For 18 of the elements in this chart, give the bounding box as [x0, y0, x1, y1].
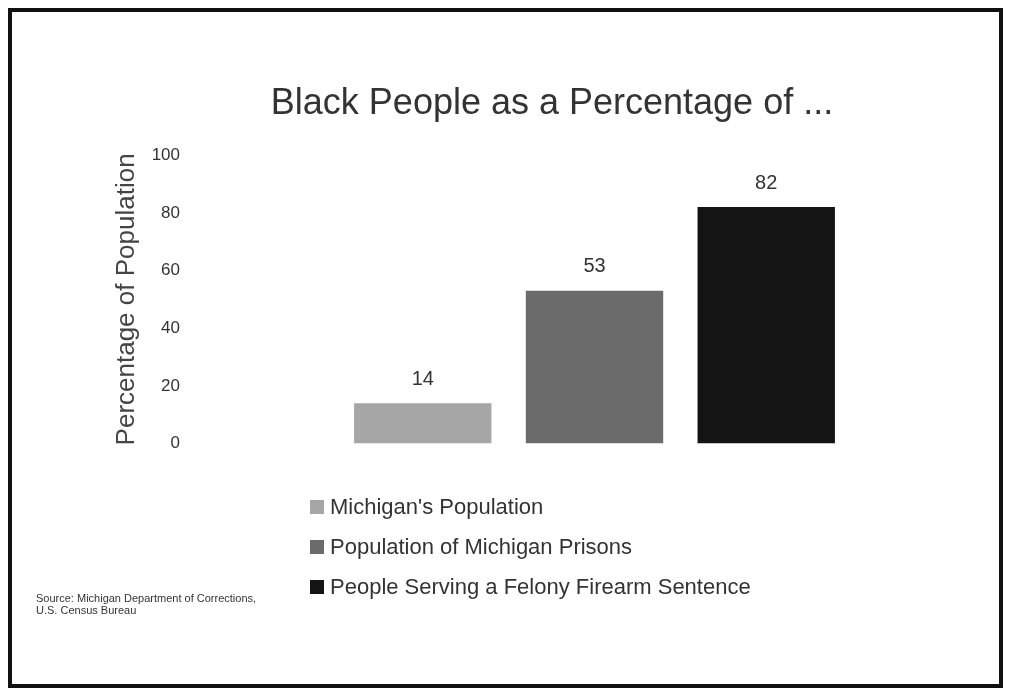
y-tick-label: 100 — [151, 144, 180, 164]
y-axis-title: Percentage of Population — [109, 153, 140, 446]
legend-label: People Serving a Felony Firearm Sentence — [330, 574, 751, 600]
y-tick-label: 40 — [161, 317, 180, 337]
data-label: 82 — [755, 170, 778, 193]
data-label: 53 — [583, 254, 606, 277]
bar — [354, 403, 492, 444]
bar — [525, 290, 664, 444]
bar — [697, 207, 835, 444]
data-label: 14 — [411, 366, 434, 389]
y-tick-label: 0 — [170, 433, 180, 453]
legend-label: Population of Michigan Prisons — [330, 534, 633, 560]
y-tick-label: 20 — [161, 375, 180, 395]
y-tick-label: 80 — [161, 202, 180, 222]
source-note: Source: Michigan Department of Corrections, U.S. Census Bureau — [36, 592, 257, 616]
chart-title: Black People as a Percentage of ... — [270, 80, 834, 122]
y-tick-label: 60 — [161, 260, 180, 280]
legend-label: Michigan's Population — [330, 494, 544, 520]
